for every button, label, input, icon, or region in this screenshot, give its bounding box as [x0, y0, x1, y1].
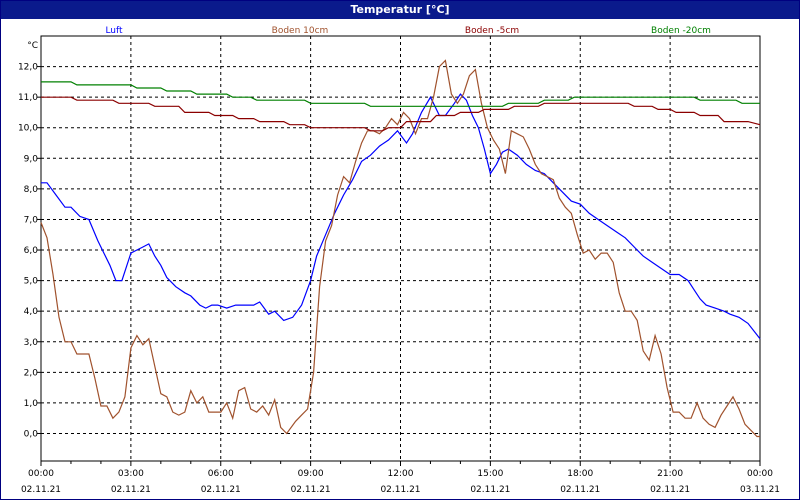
series-line-0 — [41, 93, 761, 340]
x-tick-time: 03:00 — [118, 469, 144, 479]
x-tick-date: 02.11.21 — [650, 485, 690, 495]
y-tick-label: 5,0 — [24, 277, 39, 287]
legend-entry-1: Boden 10cm — [272, 26, 329, 36]
y-axis-unit: °C — [27, 41, 38, 51]
y-tick-label: 7,0 — [24, 215, 39, 225]
y-tick-label: 9,0 — [24, 154, 39, 164]
legend-entry-2: Boden -5cm — [465, 26, 519, 36]
chart-title: Temperatur [°C] — [1, 1, 799, 19]
y-tick-label: 0,0 — [24, 429, 39, 439]
y-tick-label: 8,0 — [24, 185, 39, 195]
x-tick-time: 00:00 — [28, 469, 54, 479]
y-tick-label: 10,0 — [18, 124, 38, 134]
y-tick-label: 3,0 — [24, 338, 39, 348]
x-tick-date: 02.11.21 — [111, 485, 151, 495]
x-tick-time: 15:00 — [477, 469, 503, 479]
x-tick-time: 09:00 — [298, 469, 324, 479]
y-tick-label: 2,0 — [24, 368, 39, 378]
x-tick-time: 06:00 — [208, 469, 234, 479]
x-tick-date: 03.11.21 — [740, 485, 780, 495]
x-tick-date: 02.11.21 — [470, 485, 510, 495]
x-tick-time: 18:00 — [567, 469, 593, 479]
series-line-1 — [40, 59, 760, 438]
x-tick-date: 02.11.21 — [291, 485, 331, 495]
x-tick-date: 02.11.21 — [560, 485, 600, 495]
legend-entry-3: Boden -20cm — [651, 26, 711, 36]
y-tick-label: 1,0 — [24, 399, 39, 409]
x-tick-date: 02.11.21 — [21, 485, 61, 495]
series-line-2 — [41, 96, 761, 132]
y-tick-label: 4,0 — [24, 307, 39, 317]
series-line-3 — [41, 81, 760, 107]
x-tick-date: 02.11.21 — [201, 485, 241, 495]
legend-entry-0: Luft — [105, 26, 123, 36]
x-tick-time: 12:00 — [388, 469, 414, 479]
x-tick-date: 02.11.21 — [380, 485, 420, 495]
y-tick-label: 6,0 — [24, 246, 39, 256]
x-tick-time: 21:00 — [657, 469, 683, 479]
y-tick-label: 11,0 — [18, 93, 38, 103]
y-tick-label: 12,0 — [18, 63, 38, 73]
x-tick-time: 00:00 — [747, 469, 773, 479]
